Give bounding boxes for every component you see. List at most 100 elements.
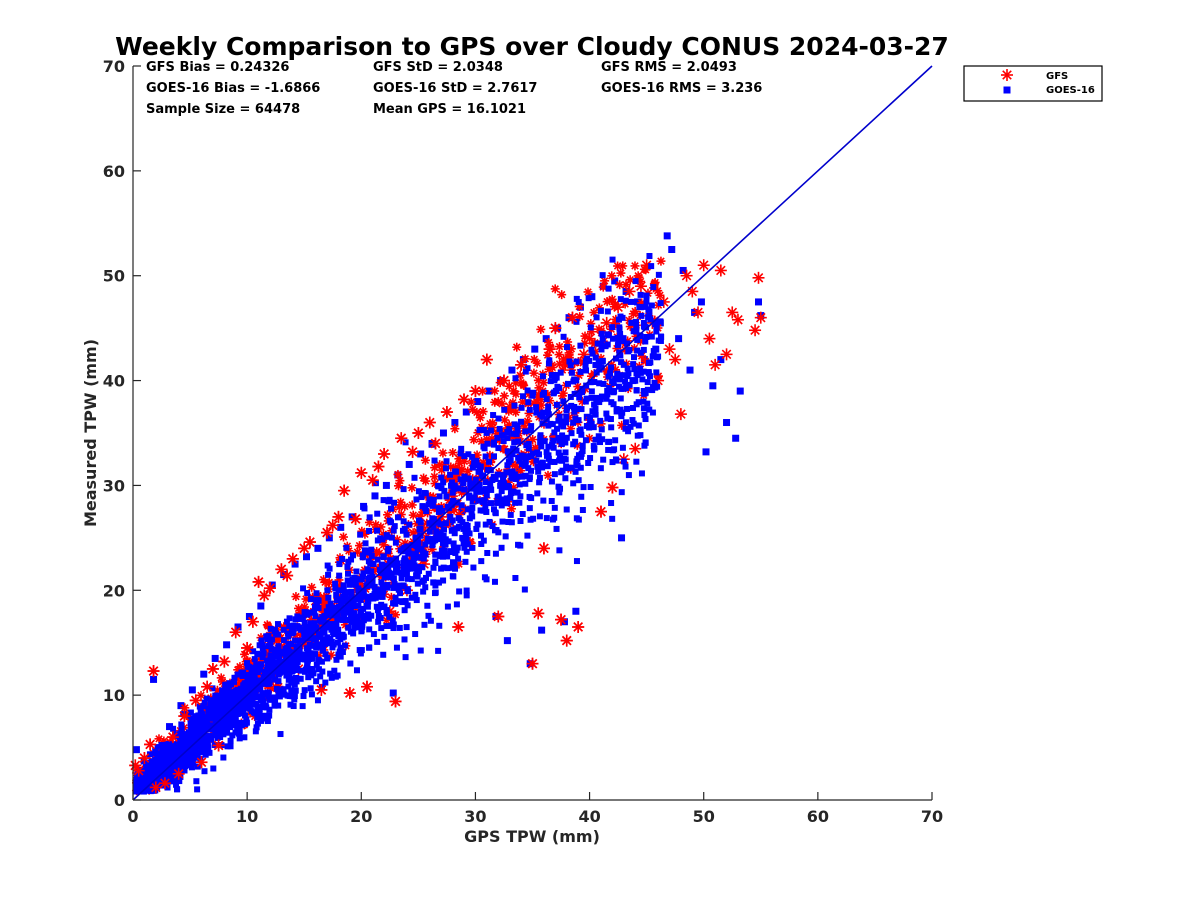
goes16-point bbox=[464, 506, 471, 513]
gfs-point bbox=[372, 460, 385, 473]
goes16-point bbox=[274, 621, 281, 628]
goes16-point bbox=[413, 597, 420, 604]
goes16-point bbox=[526, 406, 533, 413]
goes16-point bbox=[398, 583, 405, 590]
goes16-point bbox=[498, 544, 505, 551]
goes16-point bbox=[553, 374, 560, 381]
goes16-point bbox=[232, 712, 239, 719]
goes16-point bbox=[415, 488, 422, 495]
goes16-point bbox=[534, 463, 541, 470]
goes16-point bbox=[551, 514, 558, 521]
goes16-point bbox=[528, 453, 535, 460]
goes16-point bbox=[717, 356, 725, 364]
goes16-point bbox=[201, 768, 208, 775]
goes16-point bbox=[603, 410, 610, 417]
goes16-point bbox=[519, 473, 526, 480]
goes16-point bbox=[444, 565, 451, 572]
goes16-point bbox=[449, 517, 456, 524]
goes16-point bbox=[453, 601, 460, 608]
gfs-point bbox=[423, 416, 436, 429]
gfs-point bbox=[258, 589, 271, 602]
goes16-point bbox=[609, 515, 616, 522]
goes16-point bbox=[313, 678, 320, 685]
goes16-point bbox=[305, 626, 312, 633]
goes16-point bbox=[430, 579, 437, 586]
goes16-point bbox=[285, 683, 292, 690]
goes16-point bbox=[458, 502, 465, 509]
gfs-point bbox=[612, 301, 625, 314]
goes16-point bbox=[448, 527, 455, 534]
goes16-point bbox=[192, 725, 199, 732]
gfs-point bbox=[532, 607, 545, 620]
goes16-point bbox=[583, 382, 590, 389]
goes16-point bbox=[481, 427, 488, 434]
goes16-point bbox=[259, 679, 266, 686]
goes16-point bbox=[494, 434, 501, 441]
goes16-point bbox=[642, 439, 649, 446]
goes16-point bbox=[461, 544, 468, 551]
goes16-point bbox=[563, 419, 570, 426]
goes16-point bbox=[391, 580, 398, 587]
goes16-point bbox=[640, 346, 647, 353]
goes16-point bbox=[553, 401, 560, 408]
goes16-point bbox=[158, 741, 165, 748]
goes16-point bbox=[238, 698, 245, 705]
y-ticks: 0 10 20 30 40 50 60 70 bbox=[103, 57, 141, 810]
goes16-point bbox=[399, 527, 406, 534]
goes16-point bbox=[306, 655, 313, 662]
goes16-point bbox=[514, 422, 521, 429]
goes16-point bbox=[566, 358, 573, 365]
goes16-point bbox=[477, 507, 484, 514]
goes16-point bbox=[497, 482, 504, 489]
goes16-point bbox=[512, 375, 519, 382]
gfs-point bbox=[469, 435, 479, 445]
goes16-point bbox=[538, 443, 545, 450]
gfs-point bbox=[575, 312, 585, 322]
goes16-point bbox=[655, 271, 662, 278]
goes16-point bbox=[626, 346, 633, 353]
goes16-point bbox=[328, 626, 335, 633]
gfs-point bbox=[623, 285, 636, 298]
goes16-point bbox=[233, 697, 240, 704]
goes16-point bbox=[558, 421, 565, 428]
x-tick-label: 50 bbox=[693, 807, 715, 826]
goes16-point bbox=[243, 693, 250, 700]
goes16-point bbox=[425, 612, 432, 619]
goes16-point bbox=[401, 555, 408, 562]
goes16-point bbox=[166, 742, 173, 749]
goes16-point bbox=[429, 515, 436, 522]
goes16-point bbox=[336, 561, 343, 568]
goes16-point bbox=[524, 365, 531, 372]
goes16-point bbox=[300, 585, 307, 592]
goes16-point bbox=[412, 631, 419, 638]
goes16-point bbox=[575, 405, 582, 412]
goes16-point bbox=[573, 515, 580, 522]
goes16-point bbox=[286, 615, 293, 622]
goes16-point bbox=[341, 613, 348, 620]
goes16-point bbox=[374, 638, 381, 645]
goes16-point bbox=[311, 620, 318, 627]
goes16-point bbox=[418, 546, 425, 553]
goes16-point bbox=[254, 706, 261, 713]
goes16-point bbox=[403, 531, 410, 538]
goes16-point bbox=[277, 659, 284, 666]
goes16-point bbox=[390, 584, 397, 591]
goes16-point bbox=[216, 731, 223, 738]
goes16-point bbox=[587, 414, 594, 421]
goes16-point bbox=[221, 694, 228, 701]
goes16-point bbox=[368, 552, 375, 559]
goes16-point bbox=[539, 459, 546, 466]
goes16-point bbox=[366, 644, 373, 651]
goes16-point bbox=[312, 643, 319, 650]
goes16-point bbox=[475, 468, 482, 475]
goes16-point bbox=[171, 749, 178, 756]
goes16-point bbox=[393, 644, 400, 651]
goes16-point bbox=[278, 689, 285, 696]
goes16-point bbox=[526, 476, 533, 483]
stat-mean-gps: Mean GPS = 16.1021 bbox=[373, 102, 526, 117]
goes16-point bbox=[175, 762, 182, 769]
goes16-point bbox=[578, 450, 585, 457]
goes16-point bbox=[324, 655, 331, 662]
gfs-point bbox=[263, 582, 276, 595]
goes16-point bbox=[204, 747, 211, 754]
